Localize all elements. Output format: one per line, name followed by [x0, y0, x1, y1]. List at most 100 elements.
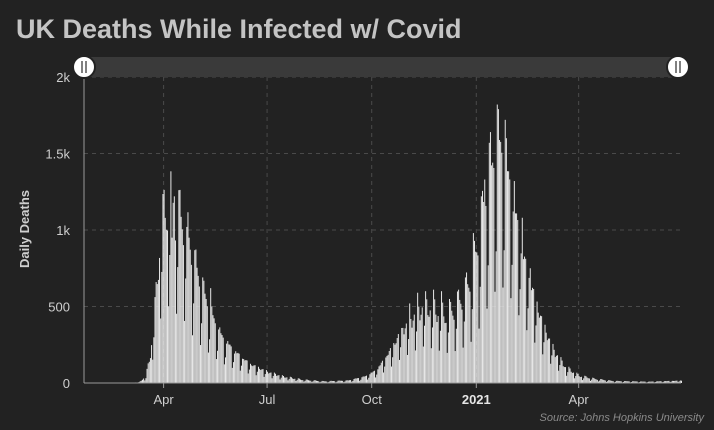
range-handle-right[interactable]	[666, 55, 690, 79]
daily-death-bar	[611, 380, 613, 383]
daily-death-bar	[410, 318, 412, 383]
daily-death-bar	[264, 374, 266, 383]
daily-death-bar	[521, 217, 523, 383]
daily-death-bar	[590, 380, 591, 383]
daily-death-bar	[554, 357, 556, 383]
daily-death-bar	[659, 381, 661, 383]
chart-title: UK Deaths While Infected w/ Covid	[16, 14, 462, 44]
daily-death-bar	[618, 381, 620, 383]
range-slider[interactable]	[72, 55, 690, 79]
daily-death-bar	[318, 381, 320, 383]
daily-death-bar	[605, 381, 607, 383]
daily-death-bar	[320, 381, 322, 383]
daily-death-bar	[202, 277, 204, 383]
daily-death-bar	[302, 380, 304, 383]
daily-death-bar	[362, 376, 364, 383]
daily-death-bar	[210, 288, 212, 383]
range-slider-track[interactable]	[84, 57, 681, 77]
daily-death-bar	[595, 379, 597, 383]
daily-death-bar	[189, 249, 191, 383]
daily-death-bar	[413, 314, 415, 383]
daily-death-bar	[188, 237, 190, 383]
y-tick-label: 1k	[56, 223, 70, 238]
daily-death-bar	[325, 381, 327, 383]
daily-death-bar	[482, 190, 483, 383]
daily-death-bar	[634, 381, 636, 383]
daily-death-bar	[446, 352, 448, 383]
daily-death-bar	[230, 346, 232, 383]
daily-death-bar	[500, 141, 502, 383]
daily-death-bar	[452, 315, 454, 383]
daily-death-bar	[663, 381, 665, 383]
daily-death-bar	[560, 357, 562, 383]
daily-death-bar	[526, 330, 528, 383]
daily-death-bar	[513, 181, 515, 383]
daily-death-bar	[553, 349, 555, 383]
daily-death-bar	[387, 354, 389, 383]
daily-death-bar	[411, 327, 413, 383]
daily-death-bar	[535, 325, 537, 383]
daily-death-bar	[353, 379, 355, 383]
daily-death-bar	[229, 344, 231, 383]
daily-death-bar	[385, 357, 387, 383]
daily-death-bar	[171, 237, 173, 383]
daily-death-bar	[426, 299, 428, 383]
daily-death-bar	[459, 299, 461, 383]
daily-death-bar	[331, 381, 333, 383]
daily-death-bar	[146, 368, 148, 383]
daily-death-bar	[487, 265, 489, 383]
daily-death-bar	[458, 289, 460, 383]
y-tick-label: 0	[63, 376, 70, 391]
daily-death-bar	[288, 378, 290, 383]
daily-death-bar	[300, 379, 302, 383]
daily-death-bar	[609, 380, 611, 383]
bar-series	[130, 104, 682, 383]
daily-death-bar	[328, 381, 330, 383]
daily-death-bar	[438, 350, 440, 383]
daily-death-bar	[635, 381, 637, 383]
daily-death-bar	[388, 351, 390, 383]
daily-death-bar	[436, 322, 438, 383]
daily-death-bar	[317, 381, 319, 383]
daily-death-bar	[340, 380, 342, 383]
daily-death-bar	[265, 370, 267, 383]
daily-death-bar	[476, 252, 478, 383]
daily-death-bar	[478, 328, 480, 383]
daily-death-bar	[225, 357, 226, 383]
daily-death-bar	[536, 301, 538, 383]
daily-death-bar	[660, 381, 662, 383]
daily-death-bar	[255, 375, 257, 383]
daily-death-bar	[278, 375, 280, 383]
daily-death-bar	[253, 365, 255, 383]
daily-death-bar	[544, 324, 546, 383]
daily-death-bar	[555, 355, 557, 383]
daily-death-bar	[667, 380, 669, 383]
daily-death-bar	[377, 369, 379, 383]
daily-death-bar	[237, 352, 239, 383]
y-axis-ticks: 0 500 1k 1.5k 2k	[45, 70, 70, 391]
range-handle-left[interactable]	[72, 55, 96, 79]
daily-death-bar	[251, 365, 253, 383]
x-tick-label: Apr	[569, 392, 590, 407]
daily-death-bar	[348, 380, 350, 383]
daily-death-bar	[149, 358, 151, 383]
daily-death-bar	[511, 264, 513, 383]
daily-death-bar	[215, 359, 217, 383]
daily-death-bar	[597, 381, 599, 383]
daily-death-bar	[644, 381, 646, 383]
daily-death-bar	[257, 366, 259, 383]
daily-death-bar	[277, 375, 279, 383]
daily-death-bar	[395, 343, 397, 383]
daily-death-bar	[640, 381, 642, 383]
daily-death-bar	[283, 376, 284, 383]
daily-death-bar	[480, 196, 482, 383]
daily-death-bar	[303, 381, 305, 383]
daily-death-bar	[289, 376, 291, 383]
daily-death-bar	[358, 378, 360, 383]
daily-death-bar	[199, 345, 201, 383]
daily-death-bar	[441, 291, 443, 383]
daily-death-bar	[642, 381, 644, 383]
daily-death-bar	[400, 347, 402, 383]
daily-death-bar	[558, 370, 560, 383]
daily-death-bar	[163, 189, 165, 383]
